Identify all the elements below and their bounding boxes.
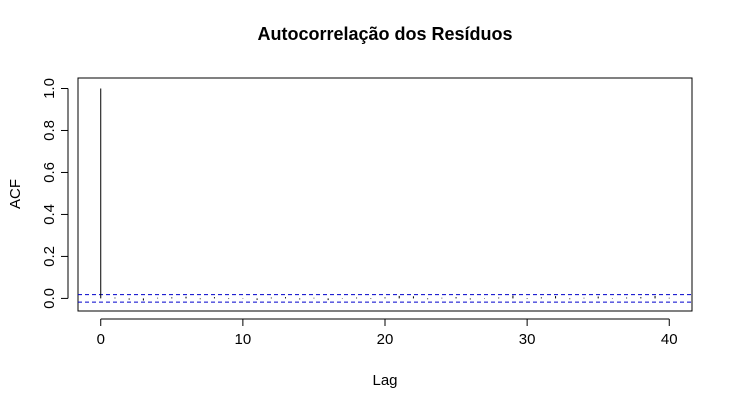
y-tick-label: 0.6 xyxy=(41,162,58,183)
y-tick-label: 0.0 xyxy=(41,288,58,309)
x-tick-label: 0 xyxy=(97,331,105,348)
confidence-bounds xyxy=(78,294,692,303)
y-tick-label: 1.0 xyxy=(41,78,58,99)
x-tick-label: 10 xyxy=(235,331,252,348)
x-axis: 0 10 20 30 40 xyxy=(97,318,678,348)
y-tick-label: 0.2 xyxy=(41,246,58,267)
x-tick-label: 30 xyxy=(519,331,536,348)
plot-frame xyxy=(77,77,693,312)
x-tick-label: 20 xyxy=(377,331,394,348)
acf-bars xyxy=(100,88,670,301)
y-tick-label: 0.8 xyxy=(41,120,58,141)
x-tick-label: 40 xyxy=(661,331,678,348)
y-tick-label: 0.4 xyxy=(41,204,58,225)
chart-title: Autocorrelação dos Resíduos xyxy=(257,24,512,44)
x-axis-label: Lag xyxy=(372,372,397,389)
y-axis: 0.0 0.2 0.4 0.6 0.8 1.0 xyxy=(41,78,69,309)
y-axis-label: ACF xyxy=(7,179,24,209)
